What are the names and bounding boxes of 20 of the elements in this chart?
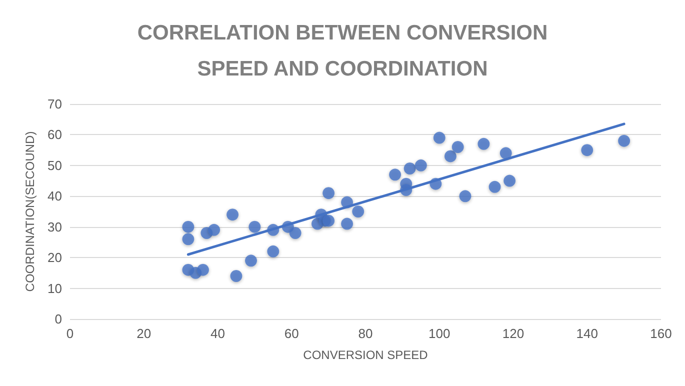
y-tick-label: 60 bbox=[48, 127, 62, 142]
x-tick-label: 140 bbox=[576, 326, 598, 341]
x-tick-label: 20 bbox=[136, 326, 152, 341]
y-axis-title: COORDINATION(SECOUND) bbox=[23, 131, 37, 292]
x-tick-label: 60 bbox=[284, 326, 299, 341]
chart-title: CORRELATION BETWEEN CONVERSION SPEED AND COORDINATION bbox=[137, 22, 548, 80]
x-tick-label: 100 bbox=[428, 326, 450, 341]
y-tick-label: 70 bbox=[48, 96, 62, 112]
y-tick-label: 50 bbox=[48, 158, 62, 173]
y-tick-label: 10 bbox=[48, 280, 62, 296]
x-axis-title: CONVERSION SPEED bbox=[303, 348, 428, 362]
y-tick-label: 20 bbox=[48, 250, 62, 266]
x-tick-label: 160 bbox=[650, 326, 672, 341]
x-tick-label: 120 bbox=[502, 326, 524, 341]
y-tick-label: 40 bbox=[48, 188, 62, 204]
x-tick-label: 80 bbox=[358, 326, 373, 341]
y-tick-label: 30 bbox=[48, 219, 62, 234]
x-tick-label: 40 bbox=[210, 326, 225, 341]
y-tick-label: 0 bbox=[54, 312, 62, 326]
x-tick-label: 0 bbox=[66, 326, 74, 341]
